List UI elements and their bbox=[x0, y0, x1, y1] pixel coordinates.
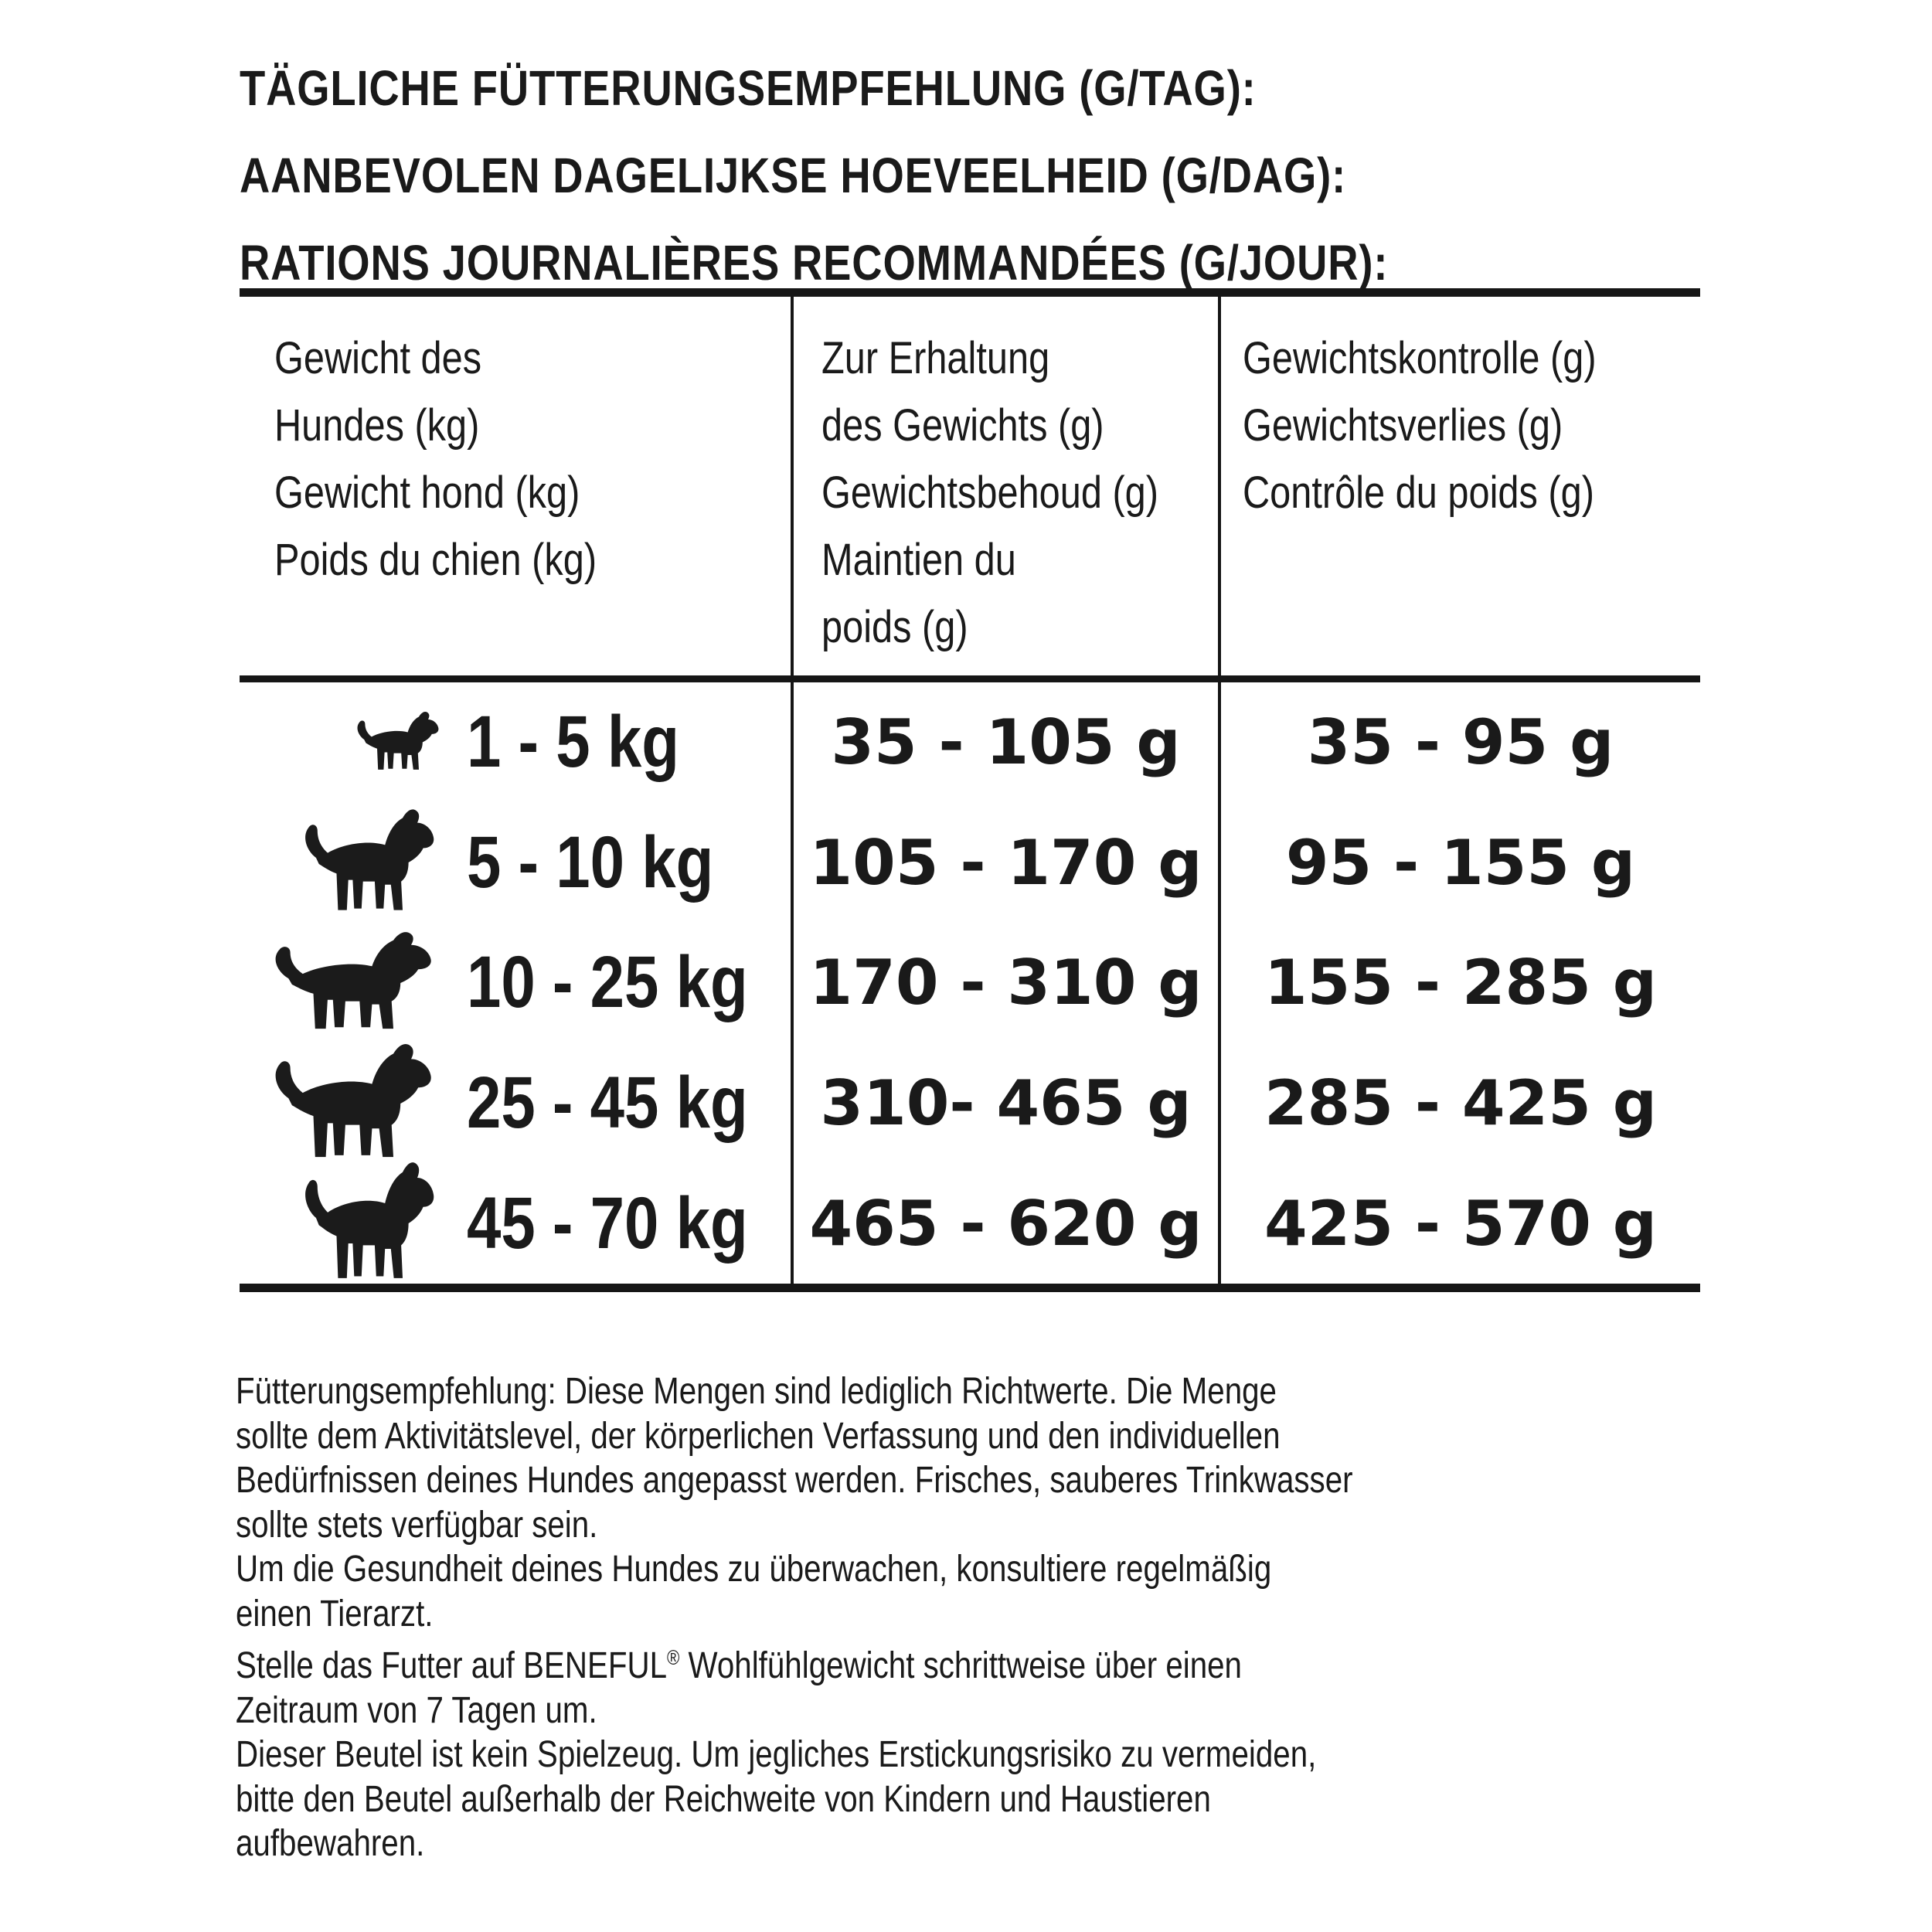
maintenance-cell: 310- 465 g bbox=[794, 1043, 1218, 1164]
dog-weight-range: 45 - 70 kg bbox=[467, 1182, 748, 1264]
column-dog-weight: 1 - 5 kg 5 - 10 kg 10 - 25 kg bbox=[240, 682, 791, 1284]
feeding-table: Gewicht des Hundes (kg) Gewicht hond (kg… bbox=[240, 288, 1700, 1292]
header-weight-control: Gewichtskontrolle (g) Gewichtsverlies (g… bbox=[1221, 297, 1700, 675]
maintenance-value: 170 - 310 g bbox=[809, 947, 1202, 1019]
column-weight-control: 35 - 95 g 95 - 155 g 155 - 285 g 285 - 4… bbox=[1221, 682, 1700, 1284]
table-row-weight: 5 - 10 kg bbox=[240, 803, 791, 923]
weight-control-cell: 285 - 425 g bbox=[1221, 1043, 1700, 1164]
title-french: RATIONS JOURNALIÈRES RECOMMANDÉES (G/JOU… bbox=[240, 235, 1389, 291]
weight-control-value: 35 - 95 g bbox=[1307, 706, 1614, 779]
header-line: Hundes (kg) bbox=[274, 400, 480, 451]
dog-weight-range: 10 - 25 kg bbox=[467, 941, 748, 1024]
maintenance-cell: 35 - 105 g bbox=[794, 682, 1218, 803]
maintenance-value: 35 - 105 g bbox=[831, 706, 1181, 779]
header-line: Gewichtsverlies (g) bbox=[1243, 400, 1563, 451]
table-header-row: Gewicht des Hundes (kg) Gewicht hond (kg… bbox=[240, 288, 1700, 682]
header-line: Gewichtskontrolle (g) bbox=[1243, 333, 1597, 383]
dog-weight-range: 25 - 45 kg bbox=[467, 1062, 748, 1145]
footer-line: Fütterungsempfehlung: Diese Mengen sind … bbox=[236, 1371, 1277, 1412]
footer-line: sollte stets verfügbar sein. bbox=[236, 1504, 598, 1546]
header-line: Maintien du bbox=[821, 535, 1016, 585]
chihuahua-icon bbox=[269, 709, 447, 775]
weight-control-value: 285 - 425 g bbox=[1264, 1067, 1657, 1140]
weight-control-cell: 95 - 155 g bbox=[1221, 803, 1700, 923]
great-dane-icon bbox=[269, 1158, 447, 1289]
footer-line: aufbewahren. bbox=[236, 1823, 425, 1864]
maintenance-value: 310- 465 g bbox=[820, 1067, 1192, 1140]
dog-weight-range: 5 - 10 kg bbox=[467, 821, 714, 903]
beneful-text-pre: Stelle das Futter auf BENEFUL bbox=[236, 1645, 668, 1686]
header-dog-weight: Gewicht des Hundes (kg) Gewicht hond (kg… bbox=[240, 297, 791, 675]
title-block: TÄGLICHE FÜTTERUNGSEMPFEHLUNG (G/TAG): A… bbox=[240, 45, 1591, 307]
header-line: Gewicht hond (kg) bbox=[274, 468, 580, 518]
title-german: TÄGLICHE FÜTTERUNGSEMPFEHLUNG (G/TAG): bbox=[240, 60, 1257, 116]
header-line: Gewicht des bbox=[274, 333, 482, 383]
weight-control-cell: 35 - 95 g bbox=[1221, 682, 1700, 803]
column-weight-maintenance: 35 - 105 g 105 - 170 g 170 - 310 g 310- … bbox=[791, 682, 1221, 1284]
header-weight-maintenance: Zur Erhaltung des Gewichts (g) Gewichtsb… bbox=[791, 297, 1221, 675]
footer-line: sollte dem Aktivitätslevel, der körperli… bbox=[236, 1415, 1281, 1457]
header-line: Gewichtsbehoud (g) bbox=[821, 468, 1159, 518]
footer-notes: Fütterungsempfehlung: Diese Mengen sind … bbox=[236, 1369, 1566, 1866]
footer-line: Um die Gesundheit deines Hundes zu überw… bbox=[236, 1549, 1272, 1590]
title-dutch: AANBEVOLEN DAGELIJKSE HOEVEELHEID (G/DAG… bbox=[240, 148, 1347, 203]
weight-control-value: 425 - 570 g bbox=[1264, 1187, 1657, 1260]
weight-control-cell: 425 - 570 g bbox=[1221, 1163, 1700, 1284]
maintenance-cell: 465 - 620 g bbox=[794, 1163, 1218, 1284]
table-row-weight: 25 - 45 kg bbox=[240, 1043, 791, 1164]
header-line: des Gewichts (g) bbox=[821, 400, 1104, 451]
beneful-text-post: Wohlfühlgewicht schrittweise über einen bbox=[679, 1645, 1242, 1686]
retriever-icon bbox=[269, 1039, 447, 1168]
weight-control-value: 95 - 155 g bbox=[1285, 826, 1636, 899]
table-row-weight: 45 - 70 kg bbox=[240, 1162, 791, 1284]
header-line: Poids du chien (kg) bbox=[274, 535, 597, 585]
header-line: poids (g) bbox=[821, 602, 968, 652]
footer-line-beneful: Stelle das Futter auf BENEFUL® Wohlfühlg… bbox=[236, 1636, 1353, 1689]
footer-line: Bedürfnissen deines Hundes angepasst wer… bbox=[236, 1460, 1353, 1501]
weight-control-value: 155 - 285 g bbox=[1264, 947, 1657, 1019]
registered-trademark-symbol: ® bbox=[667, 1646, 680, 1669]
beagle-icon bbox=[269, 928, 447, 1038]
dog-weight-range: 1 - 5 kg bbox=[467, 701, 679, 784]
footer-line: Dieser Beutel ist kein Spielzeug. Um jeg… bbox=[236, 1734, 1317, 1775]
footer-line: Zeitraum von 7 Tagen um. bbox=[236, 1689, 597, 1731]
table-body: 1 - 5 kg 5 - 10 kg 10 - 25 kg bbox=[240, 682, 1700, 1292]
terrier-icon bbox=[269, 805, 447, 920]
header-line: Zur Erhaltung bbox=[821, 333, 1050, 383]
header-line: Contrôle du poids (g) bbox=[1243, 468, 1594, 518]
maintenance-value: 105 - 170 g bbox=[809, 826, 1202, 899]
maintenance-cell: 170 - 310 g bbox=[794, 923, 1218, 1043]
table-row-weight: 10 - 25 kg bbox=[240, 923, 791, 1043]
weight-control-cell: 155 - 285 g bbox=[1221, 923, 1700, 1043]
maintenance-value: 465 - 620 g bbox=[809, 1187, 1202, 1260]
footer-line: bitte den Beutel außerhalb der Reichweit… bbox=[236, 1778, 1211, 1820]
footer-line: einen Tierarzt. bbox=[236, 1593, 434, 1634]
table-row-weight: 1 - 5 kg bbox=[240, 682, 791, 803]
maintenance-cell: 105 - 170 g bbox=[794, 803, 1218, 923]
